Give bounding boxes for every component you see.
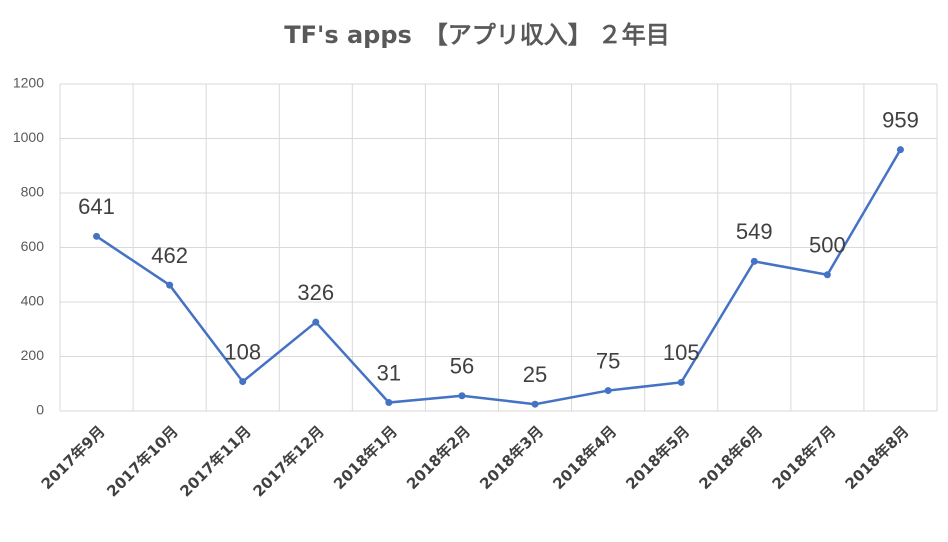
point [750, 257, 758, 265]
point [239, 378, 247, 386]
line [95, 149, 902, 406]
x-tick-label: 2018年4月 [549, 422, 620, 493]
point [166, 281, 174, 289]
point [531, 400, 539, 408]
data-label: 500 [809, 233, 846, 258]
y-tick-label: 1000 [13, 129, 44, 145]
x-tick-label: 2018年6月 [695, 422, 766, 493]
point [823, 271, 831, 279]
data-label: 75 [596, 348, 620, 373]
point [385, 399, 393, 407]
x-tick-label: 2017年12月 [250, 422, 328, 500]
y-tick-label: 800 [21, 184, 45, 200]
data-label: 31 [377, 360, 401, 385]
point [604, 387, 612, 395]
x-tick-label: 2018年2月 [403, 422, 474, 493]
x-tick-label: 2018年1月 [330, 422, 401, 493]
data-label: 462 [151, 243, 188, 268]
data-label: 108 [224, 339, 261, 364]
data-label: 549 [736, 219, 773, 244]
data-label: 25 [523, 362, 547, 387]
x-tick-label: 2017年9月 [38, 422, 109, 493]
point [896, 146, 904, 154]
y-tick-label: 600 [21, 238, 45, 254]
x-tick-label: 2017年11月 [176, 422, 254, 500]
data-label: 105 [663, 340, 700, 365]
data-label: 959 [882, 107, 919, 132]
point [677, 378, 685, 386]
data-label: 326 [297, 280, 334, 305]
point [458, 392, 466, 400]
y-tick-label: 400 [21, 293, 45, 309]
x-tick-label: 2018年3月 [476, 422, 547, 493]
x-tick-label: 2018年5月 [622, 422, 693, 493]
x-tick-label: 2018年7月 [769, 422, 840, 493]
x-tick-label: 2018年8月 [842, 422, 913, 493]
data-label: 641 [78, 194, 115, 219]
chart-title-highlight: ２年目 [598, 21, 670, 49]
y-tick-label: 0 [36, 402, 44, 418]
x-tick-label: 2017年10月 [103, 422, 181, 500]
data-label: 56 [450, 354, 474, 379]
point [93, 232, 101, 240]
point [312, 318, 320, 326]
y-tick-label: 200 [21, 347, 45, 363]
y-tick-label: 1200 [13, 75, 44, 91]
chart-title: TF's apps 【アプリ収入】 [284, 21, 592, 49]
